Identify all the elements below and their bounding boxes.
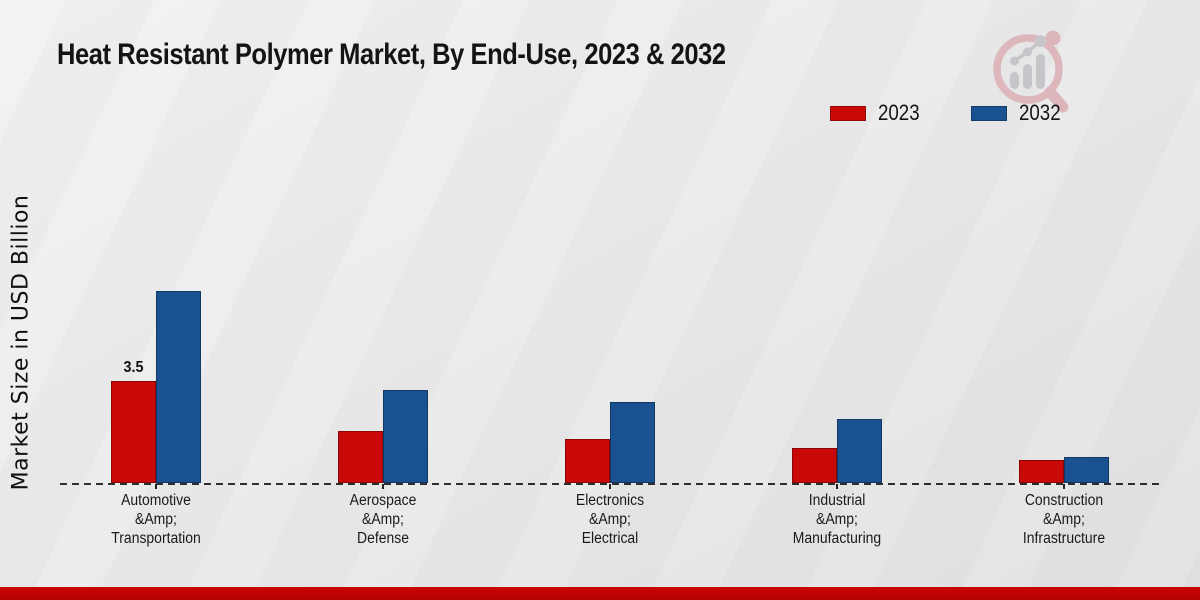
x-axis-tick xyxy=(382,484,384,489)
bar-2023-1 xyxy=(338,431,383,483)
category-label-0: Automotive &Amp; Transportation xyxy=(111,492,201,547)
logo-accent-dot xyxy=(1045,30,1061,46)
legend-swatch-2032 xyxy=(970,105,1007,121)
x-axis-tick xyxy=(609,484,611,489)
bar-2032-1 xyxy=(383,390,428,483)
bar-2032-0 xyxy=(156,291,201,483)
x-axis-tick xyxy=(1063,484,1065,489)
category-label-1: Aerospace &Amp; Defense xyxy=(349,492,417,547)
bar-2032-2 xyxy=(610,402,655,483)
category-label-3: Industrial &Amp; Manufacturing xyxy=(792,492,882,547)
zero-baseline xyxy=(60,483,1161,485)
bar-value-label: 3.5 xyxy=(123,359,144,376)
bar-2023-4 xyxy=(1019,460,1064,483)
legend-label-2023: 2023 xyxy=(878,100,920,125)
logo-magnifier-ring xyxy=(993,34,1063,104)
bar-2032-3 xyxy=(837,419,882,483)
logo-magnifier-handle xyxy=(1044,86,1069,113)
logo-trend-bars xyxy=(1010,35,1047,89)
legend-swatch-2023 xyxy=(830,105,866,121)
chart-title: Heat Resistant Polymer Market, By End-Us… xyxy=(57,38,726,71)
bar-2023-0 xyxy=(111,381,156,483)
bar-2023-2 xyxy=(565,439,610,483)
legend-item-2023: 2023 xyxy=(830,100,927,126)
magnifier-bar-chart-logo xyxy=(993,30,1069,113)
footer-stripe xyxy=(0,587,1200,600)
x-axis-tick xyxy=(836,484,838,489)
bar-2023-3 xyxy=(792,448,837,483)
category-label-4: Construction &Amp; Infrastructure xyxy=(1022,492,1106,547)
bar-2032-4 xyxy=(1064,457,1109,483)
legend: 2023 2032 xyxy=(830,100,1160,126)
legend-label-2032: 2032 xyxy=(1018,100,1061,125)
x-axis-tick xyxy=(155,484,157,489)
category-label-2: Electronics &Amp; Electrical xyxy=(575,492,645,547)
legend-item-2032: 2032 xyxy=(970,100,1068,126)
